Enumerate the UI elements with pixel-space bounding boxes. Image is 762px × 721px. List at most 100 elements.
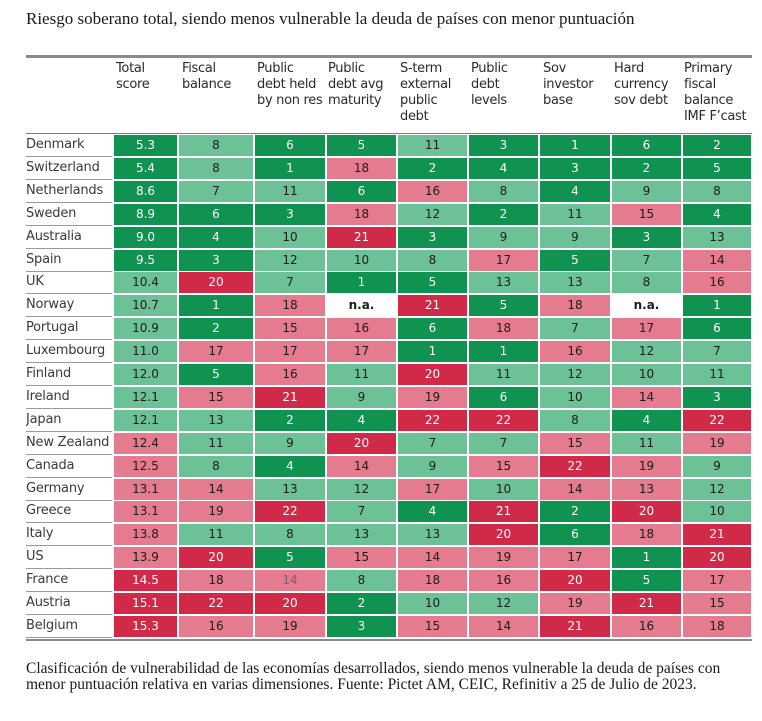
score-cell-investor: 1 [540, 135, 610, 156]
country-label: Finland [26, 363, 112, 386]
score-cell-total: 8.6 [114, 180, 177, 202]
score-cell-sterm: 5 [398, 272, 467, 294]
score-cell-maturity: 5 [327, 135, 396, 156]
score-cell-sterm: 19 [398, 386, 467, 408]
column-header-line: sov debt [614, 93, 668, 108]
score-cell-primary: 21 [683, 524, 751, 546]
score-cell-maturity: 8 [327, 570, 396, 592]
country-label: Netherlands [26, 180, 112, 203]
score-cell-levels: 13 [469, 272, 538, 294]
score-cell-total: 10.9 [114, 318, 177, 340]
score-cell-primary: 13 [683, 226, 751, 248]
score-cell-levels: 18 [469, 318, 538, 340]
score-cell-nonres: 5 [255, 547, 325, 569]
score-cell-fiscal: 15 [179, 386, 253, 408]
column-header-line: Public [257, 61, 294, 76]
table-row: UK 10.4 20 7 1 5 13 13 8 16 [0, 271, 762, 295]
score-cell-hardccy: n.a. [612, 295, 681, 317]
column-header-line: base [543, 93, 573, 108]
score-cell-hardccy: 5 [612, 570, 681, 592]
score-cell-fiscal: 8 [179, 157, 253, 179]
score-cell-total: 12.1 [114, 386, 177, 408]
table-row: Portugal 10.9 2 15 16 6 18 7 17 6 [0, 317, 762, 341]
score-cell-fiscal: 1 [179, 295, 253, 317]
column-header-line: score [116, 77, 150, 92]
column-header-line: S-term [400, 61, 443, 76]
score-cell-total: 12.1 [114, 409, 177, 431]
column-header-maturity: Public debt avg maturity [328, 61, 384, 109]
score-cell-investor: 15 [540, 432, 610, 454]
score-cell-investor: 13 [540, 272, 610, 294]
score-cell-maturity: 3 [327, 615, 396, 637]
score-cell-maturity: 14 [327, 455, 396, 477]
score-cell-hardccy: 8 [612, 272, 681, 294]
table-row: Belgium 15.3 16 19 3 15 14 21 16 18 [0, 615, 762, 638]
column-header-line: debt avg [328, 77, 384, 92]
column-header-nonres: Public debt held by non res [257, 61, 323, 109]
country-label: Greece [26, 500, 112, 524]
score-cell-maturity: 11 [327, 364, 396, 385]
score-cell-fiscal: 17 [179, 341, 253, 363]
score-cell-levels: 3 [469, 135, 538, 156]
score-cell-fiscal: 16 [179, 615, 253, 637]
column-header-line: IMF F’cast [684, 109, 747, 124]
country-label: Spain [26, 249, 112, 272]
score-cell-primary: 4 [683, 203, 751, 225]
table-row: France 14.5 18 14 8 18 16 20 5 17 [0, 569, 762, 593]
column-header-hardccy: Hard currency sov debt [614, 61, 669, 109]
score-cell-fiscal: 4 [179, 226, 253, 248]
score-cell-hardccy: 3 [612, 226, 681, 248]
score-cell-investor: 18 [540, 295, 610, 317]
score-cell-primary: 22 [683, 409, 751, 431]
score-cell-total: 10.7 [114, 295, 177, 317]
score-cell-fiscal: 11 [179, 432, 253, 454]
score-cell-nonres: 9 [255, 432, 325, 454]
score-cell-fiscal: 5 [179, 364, 253, 385]
score-cell-sterm: 20 [398, 364, 467, 385]
score-cell-sterm: 21 [398, 295, 467, 317]
header-rule [26, 133, 752, 134]
score-cell-total: 8.9 [114, 203, 177, 225]
bottom-rule [26, 639, 752, 641]
table-row: Ireland 12.1 15 21 9 19 6 10 14 3 [0, 386, 762, 409]
score-cell-maturity: 15 [327, 547, 396, 569]
score-cell-maturity: 16 [327, 318, 396, 340]
score-cell-fiscal: 18 [179, 570, 253, 592]
score-cell-nonres: 15 [255, 318, 325, 340]
column-header-line: external [400, 77, 452, 92]
score-cell-sterm: 14 [398, 547, 467, 569]
column-header-line: by non res [257, 93, 323, 108]
score-cell-levels: 11 [469, 364, 538, 385]
score-cell-maturity: 1 [327, 272, 396, 294]
score-cell-sterm: 2 [398, 157, 467, 179]
table-row: Luxembourg 11.0 17 17 17 1 1 16 12 7 [0, 340, 762, 364]
score-cell-fiscal: 20 [179, 547, 253, 569]
score-cell-sterm: 18 [398, 570, 467, 592]
score-cell-maturity: 20 [327, 432, 396, 454]
score-cell-levels: 7 [469, 432, 538, 454]
score-cell-total: 13.1 [114, 501, 177, 523]
score-cell-levels: 10 [469, 478, 538, 500]
score-cell-investor: 6 [540, 524, 610, 546]
score-cell-primary: 17 [683, 570, 751, 592]
score-cell-primary: 5 [683, 157, 751, 179]
score-cell-sterm: 10 [398, 593, 467, 614]
score-cell-primary: 10 [683, 501, 751, 523]
score-cell-sterm: 6 [398, 318, 467, 340]
score-cell-total: 13.9 [114, 547, 177, 569]
chart-title: Riesgo soberano total, siendo menos vuln… [26, 9, 635, 28]
score-cell-maturity: 4 [327, 409, 396, 431]
score-cell-levels: 16 [469, 570, 538, 592]
table-row: Germany 13.1 14 13 12 17 10 14 13 12 [0, 478, 762, 501]
table-row: New Zealand 12.4 11 9 20 7 7 15 11 19 [0, 432, 762, 455]
country-label: Canada [26, 455, 112, 478]
score-cell-maturity: n.a. [327, 295, 396, 317]
score-cell-levels: 21 [469, 501, 538, 523]
score-cell-primary: 18 [683, 615, 751, 637]
country-label: New Zealand [26, 432, 112, 455]
column-header-line: Public [471, 61, 508, 76]
top-rule [26, 55, 752, 58]
score-cell-investor: 17 [540, 547, 610, 569]
table-row: Norway 10.7 1 18 n.a. 21 5 18 n.a. 1 [0, 294, 762, 318]
score-cell-investor: 22 [540, 455, 610, 477]
